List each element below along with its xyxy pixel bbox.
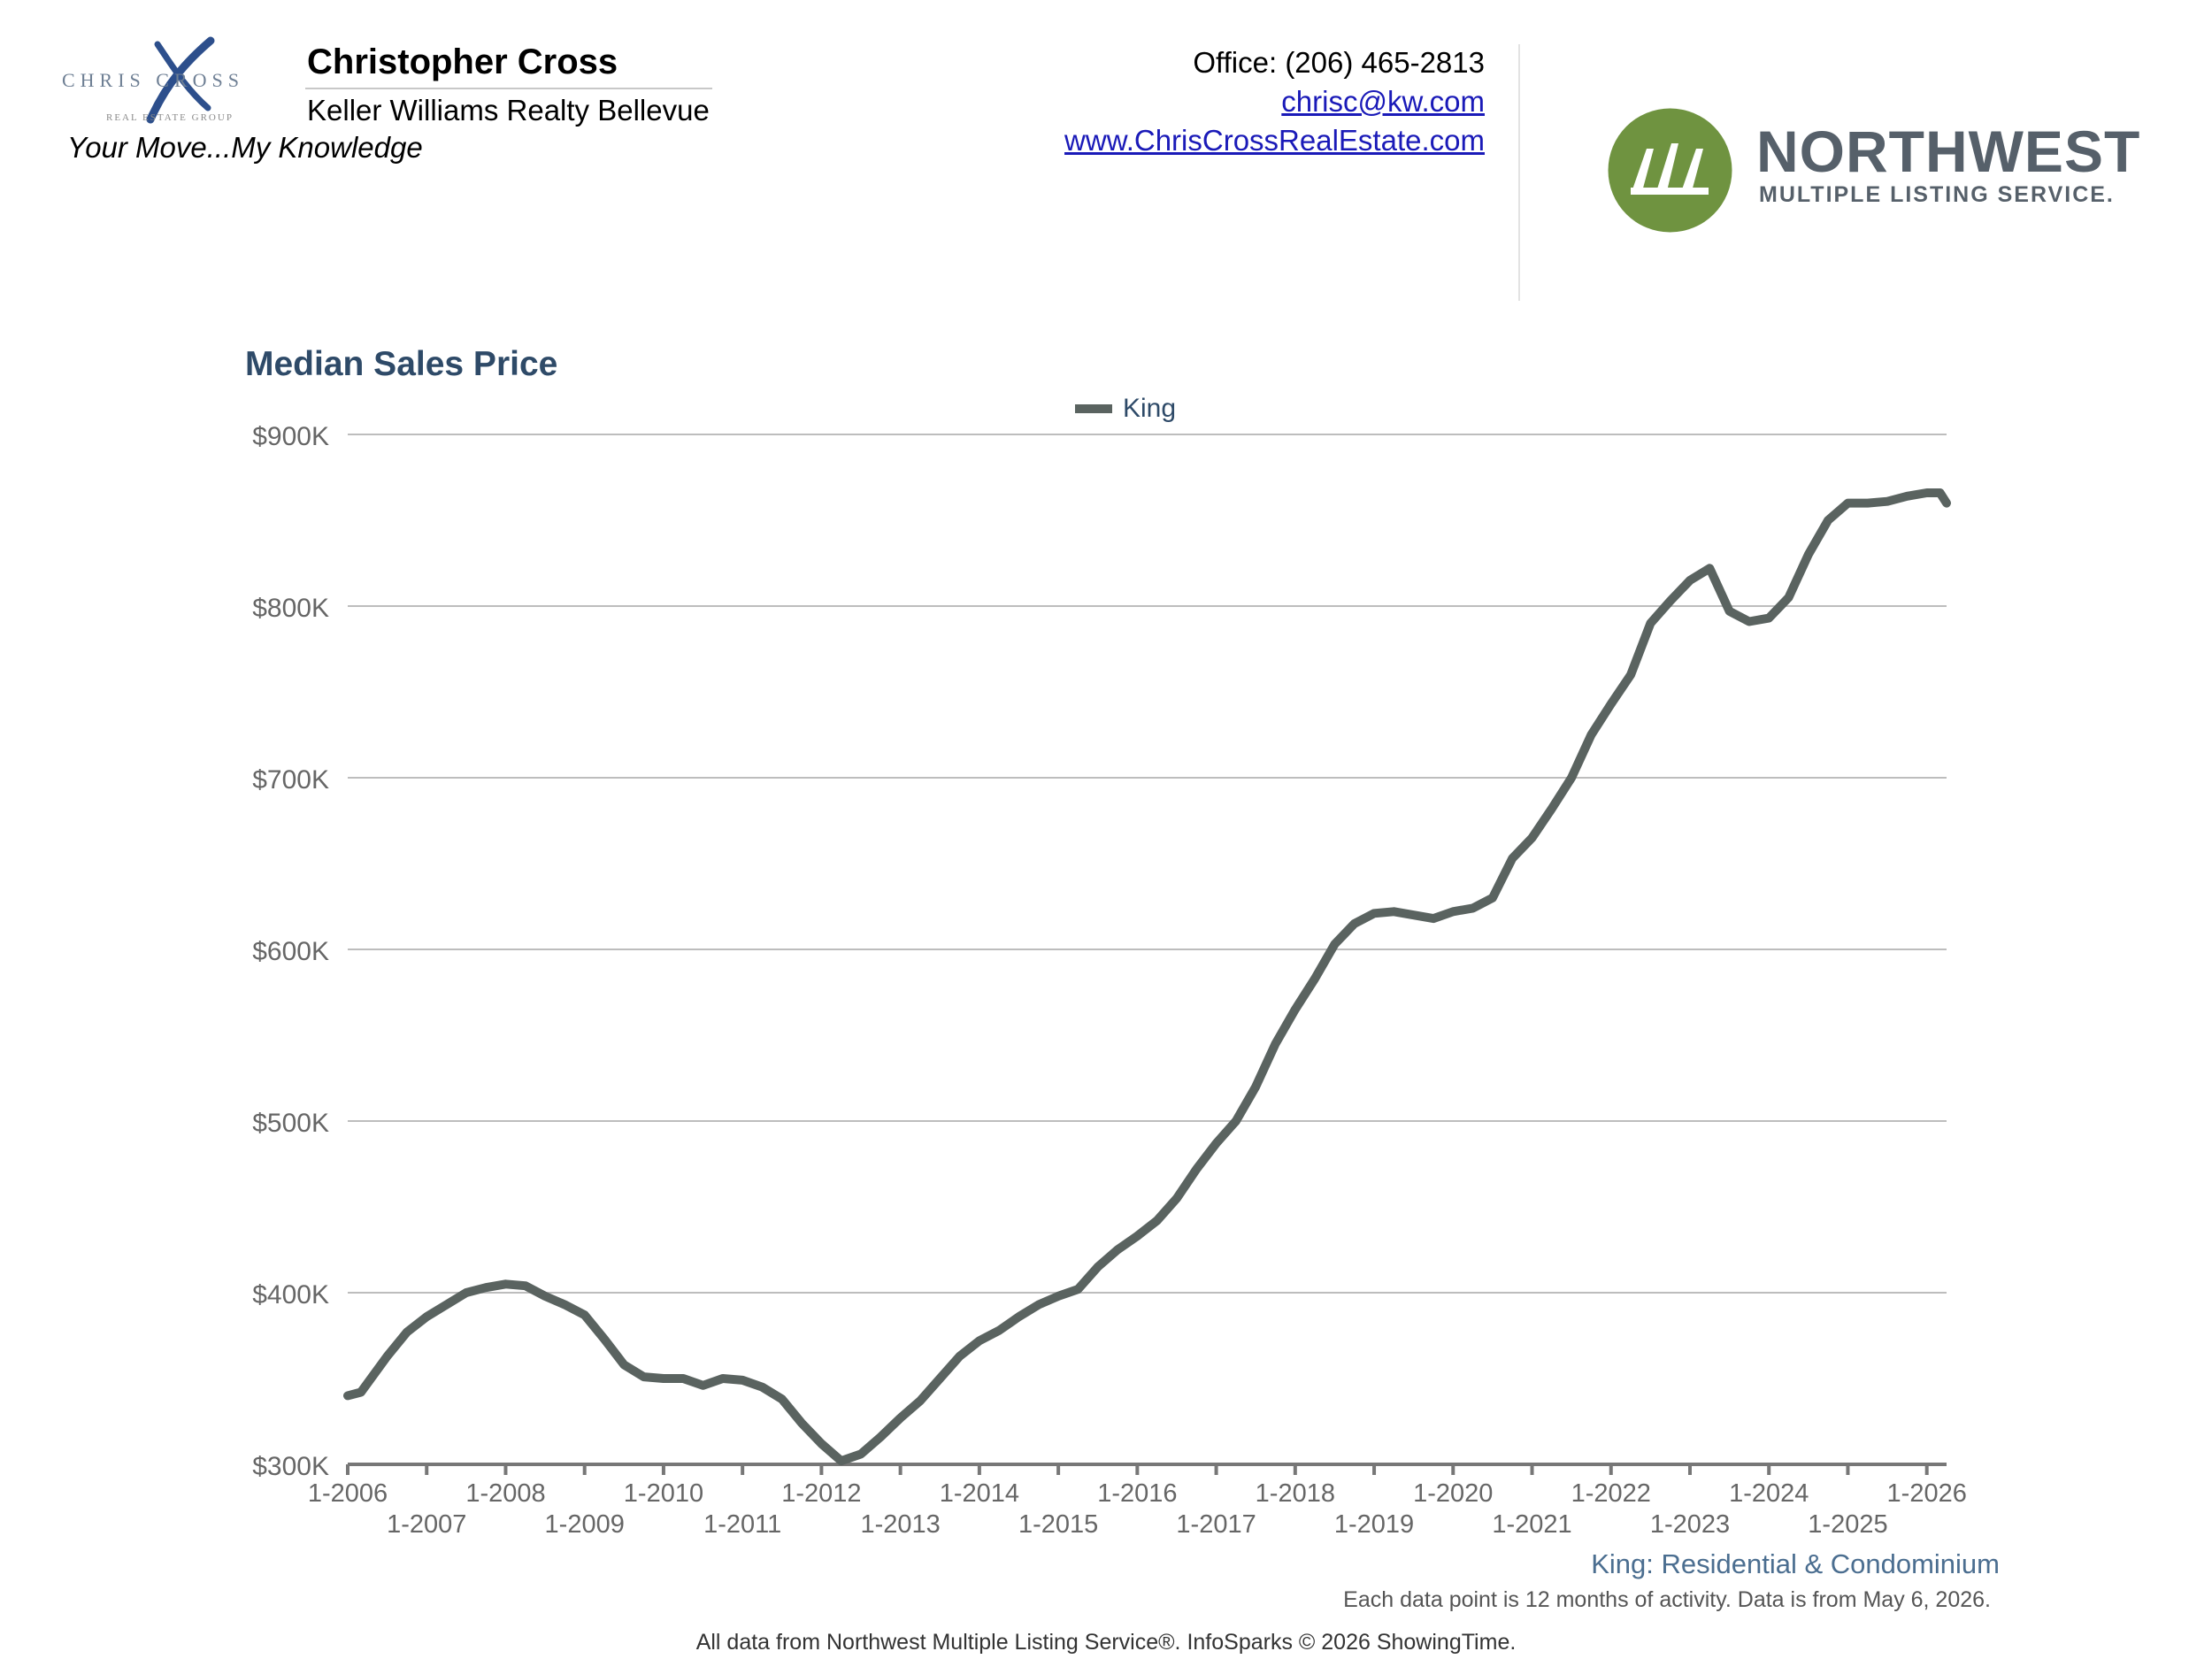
x-tick-label: 1-2012 [781,1479,861,1508]
x-tick-label: 1-2024 [1729,1479,1809,1508]
x-tick-label: 1-2013 [860,1510,940,1539]
x-tick-label: 1-2008 [465,1479,545,1508]
header-divider [1518,44,1520,301]
y-tick-label: $700K [252,765,329,795]
chart-legend: King [1075,393,1176,425]
data-note: Each data point is 12 months of activity… [1343,1587,1991,1612]
y-tick-label: $900K [252,422,329,451]
x-tick-label: 1-2025 [1808,1510,1887,1539]
y-tick-label: $600K [252,937,329,966]
agent-divider [305,88,712,89]
series-line-king [343,488,1951,1466]
x-tick-label: 1-2006 [308,1479,388,1508]
x-tick-label: 1-2019 [1334,1510,1414,1539]
logo-text-chris: CHRIS CROSS [62,69,244,91]
legend-swatch-king [1075,404,1112,413]
x-tick-label: 1-2010 [624,1479,703,1508]
y-tick-label: $800K [252,594,329,623]
agent-company: Keller Williams Realty Bellevue [307,94,710,127]
nwmls-title: NORTHWEST [1756,119,2141,184]
x-tick-label: 1-2023 [1650,1510,1730,1539]
chris-cross-logo: CHRIS CROSS REAL ESTATE GROUP [62,36,244,124]
x-tick-label: 1-2007 [387,1510,466,1539]
x-tick-label: 1-2014 [940,1479,1019,1508]
y-tick-label: $500K [252,1109,329,1138]
chart-title: Median Sales Price [245,345,558,383]
x-tick-label: 1-2016 [1097,1479,1177,1508]
nwmls-tree-logo-icon [1608,108,1732,233]
office-phone: Office: (206) 465-2813 [1193,46,1485,79]
x-tick-label: 1-2026 [1887,1479,1967,1508]
x-tick-label: 1-2020 [1413,1479,1493,1508]
nwmls-subtitle: MULTIPLE LISTING SERVICE. [1759,182,2115,207]
footer-credit: All data from Northwest Multiple Listing… [695,1630,1517,1655]
logo-text-group: REAL ESTATE GROUP [106,112,234,123]
chart-subtitle-note: King: Residential & Condominium [1591,1548,2000,1579]
x-tick-label: 1-2009 [545,1510,625,1539]
x-tick-label: 1-2015 [1018,1510,1098,1539]
x-tick-label: 1-2022 [1571,1479,1651,1508]
agent-name: Christopher Cross [307,42,618,81]
x-tick-label: 1-2021 [1492,1510,1571,1539]
website-link[interactable]: www.ChrisCrossRealEstate.com [1064,124,1485,157]
y-tick-label: $300K [252,1452,329,1481]
tagline: Your Move...My Knowledge [67,131,423,164]
y-tick-label: $400K [252,1280,329,1310]
email-link[interactable]: chrisc@kw.com [1281,85,1485,118]
x-tick-label: 1-2017 [1176,1510,1256,1539]
x-tick-label: 1-2011 [703,1510,781,1539]
x-tick-label: 1-2018 [1256,1479,1335,1508]
legend-label-king: King [1123,394,1177,423]
